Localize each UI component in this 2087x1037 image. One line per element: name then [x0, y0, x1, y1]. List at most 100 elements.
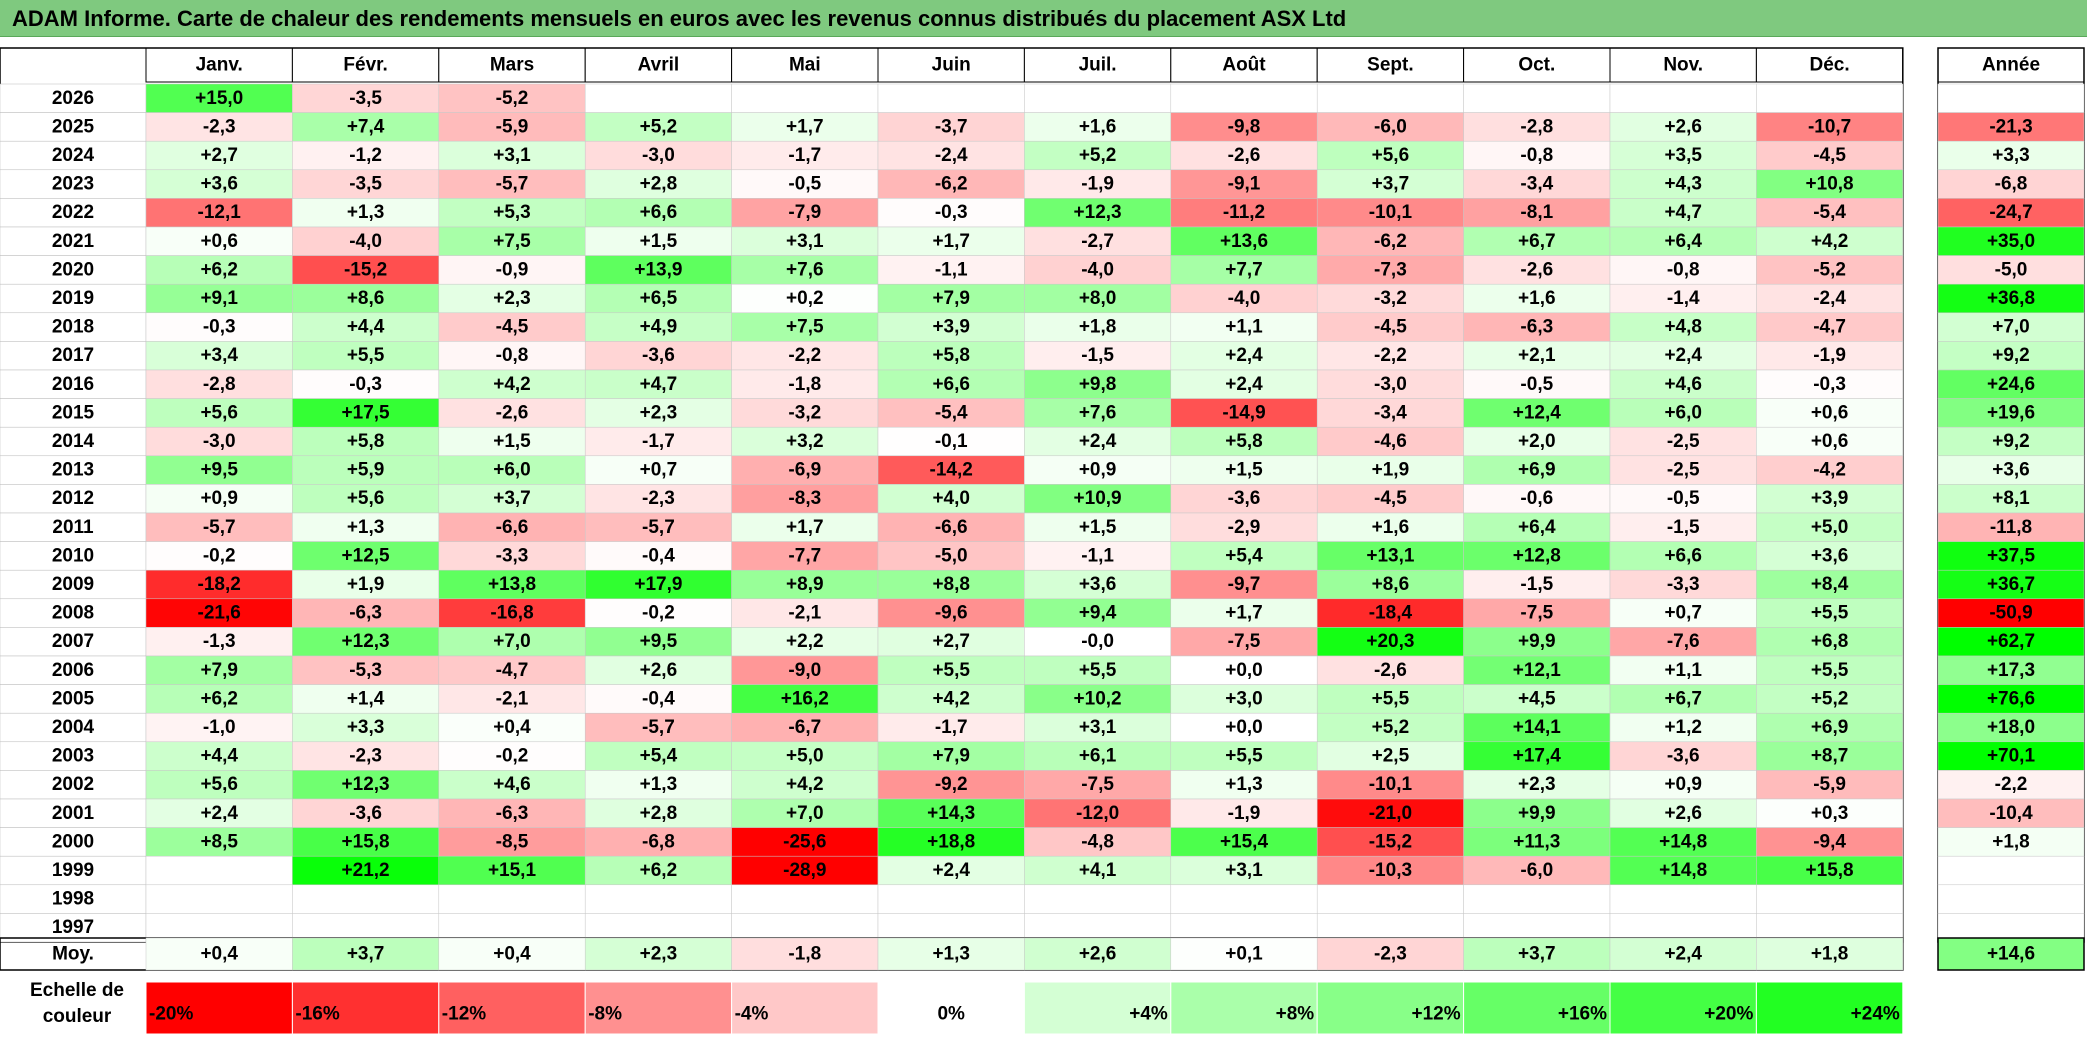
heatmap-cell-value: +2,0	[1518, 431, 1556, 452]
heatmap-cell	[1609, 426, 1757, 457]
heatmap-cell	[877, 169, 1025, 199]
year-label-cell	[0, 627, 147, 657]
month-header-label: Juin	[932, 55, 971, 76]
annual-cell	[1937, 541, 2085, 571]
heatmap-cell-value: -4,6	[1374, 431, 1407, 452]
heatmap-cell	[1170, 913, 1318, 943]
heatmap-cell-value: +9,4	[1079, 603, 1117, 624]
heatmap-cell-value: -3,7	[935, 116, 968, 137]
heatmap-cell-value: +1,7	[1225, 603, 1263, 624]
heatmap-cell	[1024, 855, 1172, 886]
heatmap-cell-value: -0,3	[935, 202, 968, 223]
heatmap-cell	[877, 198, 1025, 228]
heatmap-cell	[292, 226, 440, 256]
heatmap-cell	[438, 369, 586, 399]
month-header-label: Déc.	[1810, 55, 1850, 76]
heatmap-cell	[877, 913, 1025, 943]
heatmap-cell	[1756, 455, 1904, 485]
heatmap-cell	[1024, 712, 1172, 743]
heatmap-cell-value: +1,5	[1225, 460, 1263, 481]
heatmap-cell-value: -0,8	[1520, 145, 1553, 166]
month-header-cell	[1023, 47, 1172, 83]
heatmap-cell-value: +0,9	[200, 488, 238, 509]
heatmap-cell	[145, 112, 293, 142]
heatmap-cell-value: -1,0	[203, 717, 236, 738]
heatmap-cell	[1170, 198, 1318, 228]
heatmap-cell	[1170, 312, 1318, 342]
month-header-label: Mai	[789, 55, 821, 76]
heatmap-cell	[1316, 770, 1464, 800]
heatmap-cell-value: +5,6	[200, 774, 238, 795]
heatmap-cell-value: +7,5	[786, 317, 824, 338]
heatmap-cell	[438, 512, 586, 542]
heatmap-cell-value: -1,7	[642, 431, 675, 452]
heatmap-cell-value: -2,2	[788, 345, 821, 366]
heatmap-cell-value: -3,2	[1374, 288, 1407, 309]
annual-cell-value: -6,8	[1995, 174, 2028, 195]
year-label-cell	[0, 712, 147, 743]
heatmap-cell-value: +5,6	[347, 488, 385, 509]
average-cell	[1170, 937, 1318, 971]
heatmap-cell	[145, 426, 293, 457]
heatmap-cell-value: +15,4	[1220, 831, 1269, 852]
year-label-cell	[0, 855, 147, 886]
annual-cell	[1937, 112, 2085, 142]
year-label: 2016	[52, 374, 94, 395]
heatmap-cell-value: -1,1	[935, 259, 968, 280]
heatmap-cell-value: +1,2	[1664, 717, 1702, 738]
annual-cell	[1937, 455, 2085, 485]
heatmap-cell-value: +0,6	[200, 231, 238, 252]
heatmap-cell	[438, 283, 586, 314]
heatmap-cell	[877, 140, 1025, 171]
heatmap-cell	[145, 341, 293, 371]
heatmap-cell-value: +4,2	[932, 688, 970, 709]
heatmap-cell-value: -7,9	[788, 202, 821, 223]
heatmap-cell	[292, 426, 440, 457]
heatmap-cell-value: -3,0	[642, 145, 675, 166]
heatmap-cell	[731, 312, 879, 342]
heatmap-cell-value: +6,6	[932, 374, 970, 395]
month-header-cell	[1316, 47, 1465, 83]
heatmap-cell	[145, 484, 293, 514]
heatmap-cell	[584, 312, 732, 342]
heatmap-cell	[1170, 112, 1318, 142]
heatmap-cell-value: -4,5	[1374, 488, 1407, 509]
heatmap-cell-value: -3,5	[349, 88, 382, 109]
heatmap-cell-value: +4,2	[1811, 231, 1849, 252]
heatmap-cell-value: +0,7	[1664, 603, 1702, 624]
heatmap-cell	[731, 83, 879, 113]
heatmap-cell	[877, 255, 1025, 285]
heatmap-cell	[292, 855, 440, 886]
heatmap-cell-value: -0,8	[1667, 259, 1700, 280]
annual-cell	[1937, 655, 2085, 685]
heatmap-cell-value: -6,2	[1374, 231, 1407, 252]
heatmap-cell	[731, 455, 879, 485]
heatmap-cell	[438, 855, 586, 886]
heatmap-cell	[1756, 598, 1904, 628]
year-label-cell	[0, 426, 147, 457]
heatmap-cell	[1756, 484, 1904, 514]
year-label-cell	[0, 770, 147, 800]
heatmap-cell-value: -0,4	[642, 688, 675, 709]
heatmap-cell-value: +9,8	[1079, 374, 1117, 395]
heatmap-cell-value: -0,4	[642, 545, 675, 566]
heatmap-cell-value: +5,5	[1811, 660, 1849, 681]
average-cell	[1024, 937, 1172, 971]
heatmap-cell-value: +2,1	[1518, 345, 1556, 366]
heatmap-cell	[877, 455, 1025, 485]
heatmap-cell-value: +6,5	[640, 288, 678, 309]
heatmap-cell-value: -1,9	[1813, 345, 1846, 366]
heatmap-cell-value: +20,3	[1366, 631, 1414, 652]
year-label: 2015	[52, 402, 95, 423]
heatmap-cell-value: -3,3	[1667, 574, 1700, 595]
heatmap-cell	[1024, 140, 1172, 171]
heatmap-cell-value: -0,9	[496, 259, 529, 280]
heatmap-cell	[731, 426, 879, 457]
annual-cell-value: +17,3	[1987, 660, 2035, 681]
heatmap-cell	[731, 655, 879, 685]
scale-swatch	[1023, 981, 1172, 1035]
heatmap-cell-value: +13,9	[634, 259, 682, 280]
heatmap-cell	[1756, 426, 1904, 457]
heatmap-cell-value: +4,4	[347, 317, 385, 338]
heatmap-cell	[1316, 140, 1464, 171]
